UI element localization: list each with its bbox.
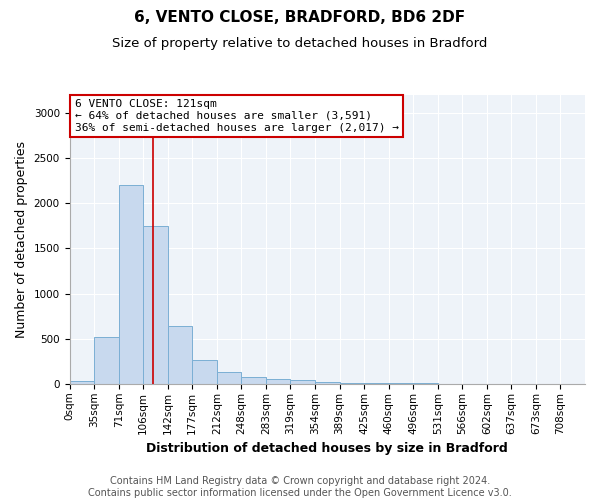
- Y-axis label: Number of detached properties: Number of detached properties: [15, 141, 28, 338]
- X-axis label: Distribution of detached houses by size in Bradford: Distribution of detached houses by size …: [146, 442, 508, 455]
- Bar: [119, 186, 143, 384]
- Bar: [315, 382, 340, 384]
- Text: Contains HM Land Registry data © Crown copyright and database right 2024.
Contai: Contains HM Land Registry data © Crown c…: [88, 476, 512, 498]
- Bar: [241, 376, 266, 384]
- Text: 6 VENTO CLOSE: 121sqm
← 64% of detached houses are smaller (3,591)
36% of semi-d: 6 VENTO CLOSE: 121sqm ← 64% of detached …: [74, 100, 398, 132]
- Bar: [94, 337, 119, 384]
- Bar: [364, 383, 389, 384]
- Text: 6, VENTO CLOSE, BRADFORD, BD6 2DF: 6, VENTO CLOSE, BRADFORD, BD6 2DF: [134, 10, 466, 25]
- Bar: [143, 226, 168, 384]
- Bar: [70, 381, 94, 384]
- Bar: [290, 380, 315, 384]
- Bar: [168, 326, 192, 384]
- Bar: [266, 380, 290, 384]
- Bar: [217, 372, 241, 384]
- Bar: [192, 360, 217, 384]
- Bar: [340, 382, 364, 384]
- Bar: [389, 382, 413, 384]
- Text: Size of property relative to detached houses in Bradford: Size of property relative to detached ho…: [112, 38, 488, 51]
